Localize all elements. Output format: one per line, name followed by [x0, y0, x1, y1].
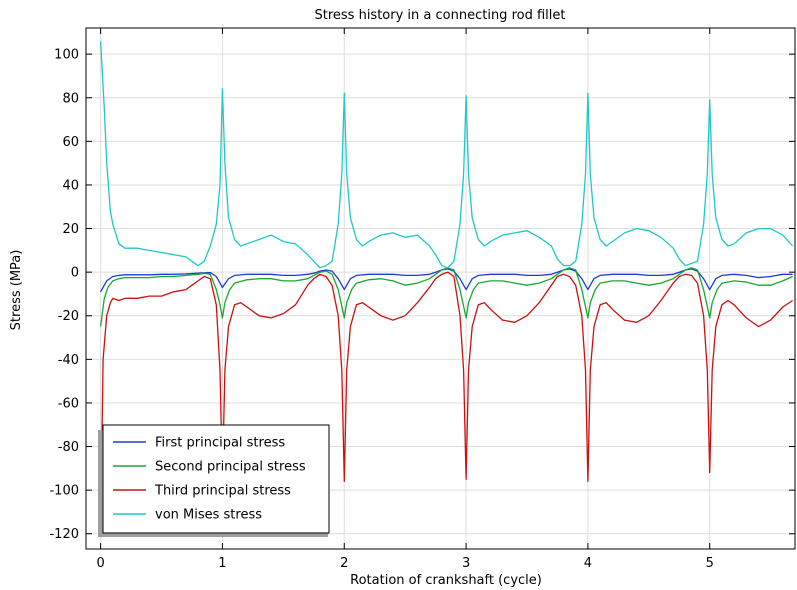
axis-ticks: 0 1 2 3 4 5 100 80 60 40 20 0 -20 -40 -60 -80 -100 -120	[49, 28, 795, 571]
x-tick-label: 2	[340, 556, 348, 571]
x-tick-label: 1	[218, 556, 226, 571]
legend-label-0: First principal stress	[155, 436, 285, 451]
y-tick-label: -60	[58, 396, 79, 411]
plot-frame	[85, 27, 796, 550]
legend: First principal stress Second principal s…	[98, 424, 330, 537]
y-tick-label: 80	[62, 91, 79, 106]
x-axis-title: Rotation of crankshaft (cycle)	[350, 573, 542, 588]
chart-title: Stress history in a connecting rod fille…	[315, 8, 566, 23]
x-tick-label: 5	[706, 556, 714, 571]
legend-label-2: Third principal stress	[154, 484, 291, 499]
y-tick-label: 20	[62, 222, 79, 237]
y-tick-label: -20	[58, 309, 79, 324]
y-tick-label: 40	[62, 178, 79, 193]
legend-label-3: von Mises stress	[155, 508, 262, 523]
x-tick-label: 3	[462, 556, 470, 571]
y-tick-label: 0	[71, 266, 79, 281]
series-lines	[99, 41, 794, 534]
y-tick-label: -40	[58, 353, 79, 368]
legend-label-1: Second principal stress	[155, 460, 306, 475]
legend-box	[102, 424, 330, 534]
y-tick-label: -120	[49, 527, 79, 542]
series-line-2	[99, 271, 793, 534]
y-tick-label: 60	[62, 135, 79, 150]
y-axis-title: Stress (MPa)	[9, 250, 24, 331]
series-line-1	[99, 267, 793, 327]
x-tick-label: 4	[584, 556, 592, 571]
y-tick-label: -100	[49, 484, 79, 499]
y-tick-label: -80	[58, 440, 79, 455]
series-line-3	[99, 41, 794, 269]
x-tick-label: 0	[96, 556, 104, 571]
y-tick-label: 100	[54, 48, 79, 63]
